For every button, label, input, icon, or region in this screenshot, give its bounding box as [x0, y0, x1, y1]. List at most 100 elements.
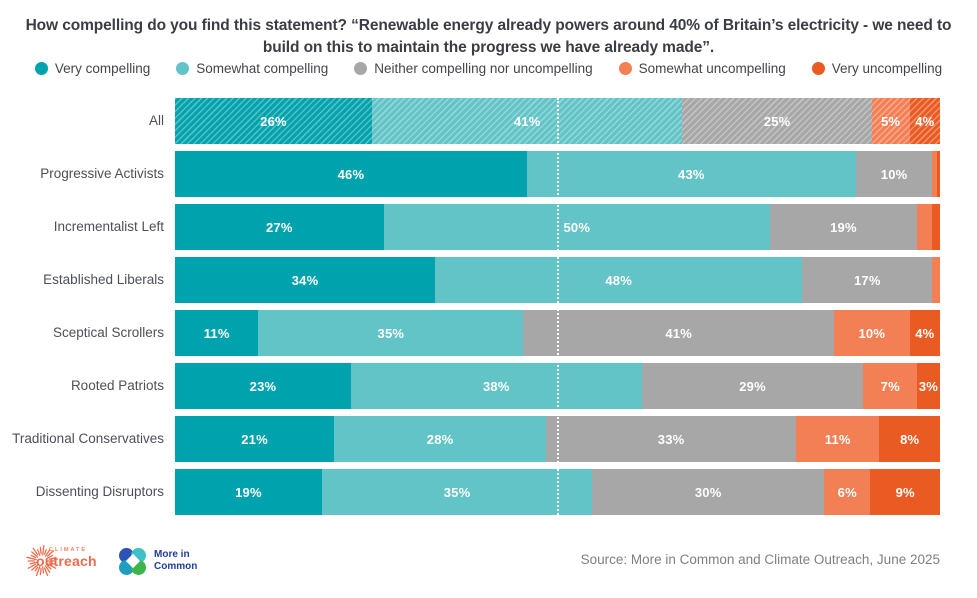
- segment-somewhat-compelling: 41%: [371, 98, 683, 144]
- row-label: All: [148, 112, 164, 128]
- row-label: Established Liberals: [43, 271, 164, 287]
- segment-value-label: 7%: [880, 378, 900, 394]
- segment-very-compelling: 34%: [175, 257, 436, 303]
- segment-somewhat-uncompelling: 11%: [796, 416, 880, 462]
- segment-very-uncompelling: 9%: [870, 469, 940, 515]
- very-compelling-swatch-icon: [34, 62, 48, 75]
- segment-value-label: 8%: [900, 431, 920, 447]
- segment-somewhat-uncompelling: [932, 151, 937, 197]
- segment-value-label: 26%: [260, 113, 287, 129]
- segment-very-compelling: 46%: [175, 151, 527, 197]
- segment-value-label: 38%: [482, 378, 510, 394]
- more-in-common-line2: Common: [154, 561, 198, 572]
- somewhat-compelling-swatch-icon: [176, 62, 190, 75]
- chart-row-dissenting-disruptors: Dissenting Disruptors 19% 35% 30% 6% 9%: [0, 469, 940, 515]
- segment-neither-compelling-nor-uncompelling: 33%: [546, 416, 797, 462]
- segment-value-label: 10%: [880, 166, 908, 182]
- bar-all: 26% 41% 25% 5% 4%: [175, 98, 940, 144]
- segment-value-label: 3%: [918, 378, 939, 394]
- bar-incrementalist-left: 27% 50% 19%: [175, 204, 940, 250]
- neither-compelling-nor-uncompelling-swatch-icon: [354, 62, 368, 75]
- segment-value-label: 35%: [443, 484, 471, 500]
- segment-somewhat-compelling: 35%: [321, 469, 593, 515]
- segment-value-label: 34%: [291, 272, 319, 288]
- segment-very-uncompelling: [932, 204, 940, 250]
- segment-value-label: 48%: [605, 272, 632, 288]
- climate-outreach-main-text: outreach: [36, 553, 97, 569]
- segment-value-label: 19%: [235, 484, 262, 500]
- climate-outreach-sunburst-icon: [26, 545, 57, 577]
- legend: Very compelling Somewhat compelling Neithe…: [0, 61, 977, 76]
- segment-value-label: 11%: [824, 431, 851, 447]
- chart-row-established-liberals: Established Liberals 34% 48% 17%: [0, 257, 940, 303]
- segment-value-label: 41%: [665, 325, 692, 341]
- segment-somewhat-compelling: 50%: [383, 204, 770, 250]
- segment-neither-compelling-nor-uncompelling: 30%: [592, 469, 825, 515]
- legend-item-somewhat-uncompelling: Somewhat uncompelling: [618, 61, 786, 76]
- segment-value-label: 25%: [763, 113, 791, 129]
- bar-sceptical-scrollers: 11% 35% 41% 10% 4%: [175, 310, 940, 356]
- segment-very-compelling: 19%: [175, 469, 322, 515]
- segment-value-label: 30%: [694, 484, 722, 500]
- more-in-common-wordmark: More in Common: [154, 549, 197, 573]
- segment-somewhat-uncompelling: [932, 257, 940, 303]
- more-in-common-logo: More in Common: [119, 547, 197, 575]
- bar-traditional-conservatives: 21% 28% 33% 11% 8%: [175, 416, 940, 462]
- chart-row-all: All 26% 41% 25% 5% 4%: [0, 98, 940, 144]
- segment-very-compelling: 27%: [175, 204, 384, 250]
- legend-item-somewhat-compelling: Somewhat compelling: [176, 61, 328, 76]
- chart-row-sceptical-scrollers: Sceptical Scrollers 11% 35% 41% 10% 4%: [0, 310, 940, 356]
- segment-somewhat-uncompelling: 5%: [871, 98, 910, 144]
- climate-outreach-small-text: CLIMATE: [49, 547, 88, 553]
- segment-value-label: 27%: [266, 219, 293, 235]
- segment-value-label: 5%: [881, 113, 901, 129]
- segment-value-label: 10%: [858, 325, 886, 341]
- segment-very-compelling: 11%: [175, 310, 259, 356]
- segment-very-compelling: 23%: [175, 363, 351, 409]
- segment-somewhat-uncompelling: 7%: [863, 363, 918, 409]
- segment-value-label: 6%: [837, 484, 857, 500]
- bar-rooted-patriots: 23% 38% 29% 7% 3%: [175, 363, 940, 409]
- chart-row-progressive-activists: Progressive Activists 46% 43% 10%: [0, 151, 940, 197]
- segment-value-label: 46%: [337, 166, 365, 182]
- segment-very-uncompelling: 3%: [917, 363, 940, 409]
- legend-label: Neither compelling nor uncompelling: [374, 61, 593, 76]
- chart-row-incrementalist-left: Incrementalist Left 27% 50% 19%: [0, 204, 940, 250]
- climate-outreach-wordmark: CLIMATE outreach: [36, 547, 97, 569]
- segment-somewhat-uncompelling: 10%: [833, 310, 910, 356]
- segment-somewhat-compelling: 48%: [435, 257, 803, 303]
- segment-value-label: 9%: [895, 484, 915, 500]
- legend-label: Very compelling: [54, 61, 151, 76]
- very-uncompelling-swatch-icon: [811, 62, 825, 75]
- segment-neither-compelling-nor-uncompelling: 29%: [641, 363, 864, 409]
- segment-somewhat-compelling: 35%: [258, 310, 524, 356]
- segment-somewhat-uncompelling: 6%: [824, 469, 871, 515]
- segment-value-label: 29%: [739, 378, 766, 394]
- chart-row-traditional-conservatives: Traditional Conservatives 21% 28% 33% 11% 8%: [0, 416, 940, 462]
- segment-value-label: 23%: [249, 378, 277, 394]
- segment-neither-compelling-nor-uncompelling: 17%: [802, 257, 933, 303]
- segment-neither-compelling-nor-uncompelling: 10%: [855, 151, 933, 197]
- segment-value-label: 4%: [915, 113, 935, 129]
- footer-logos: CLIMATE outreach More in Common: [25, 542, 197, 580]
- row-label: Rooted Patriots: [70, 377, 164, 393]
- segment-somewhat-compelling: 28%: [334, 416, 547, 462]
- legend-label: Somewhat uncompelling: [638, 61, 786, 76]
- segment-very-compelling: 21%: [175, 416, 335, 462]
- segment-value-label: 17%: [853, 272, 881, 288]
- somewhat-uncompelling-swatch-icon: [618, 62, 632, 75]
- segment-value-label: 50%: [563, 219, 591, 235]
- legend-item-very-compelling: Very compelling: [34, 61, 151, 76]
- segment-very-uncompelling: [936, 151, 940, 197]
- row-label: Incrementalist Left: [53, 218, 164, 234]
- segment-value-label: 35%: [377, 325, 405, 341]
- segment-very-compelling: 26%: [175, 98, 372, 144]
- segment-very-uncompelling: 8%: [879, 416, 940, 462]
- chart-row-rooted-patriots: Rooted Patriots 23% 38% 29% 7% 3%: [0, 363, 940, 409]
- row-label: Traditional Conservatives: [12, 430, 164, 446]
- chart-title: How compelling do you find this statemen…: [25, 17, 952, 56]
- more-in-common-clover-icon: [119, 547, 146, 575]
- more-in-common-line1: More in: [154, 549, 190, 560]
- legend-item-very-uncompelling: Very uncompelling: [811, 61, 942, 76]
- row-label: Progressive Activists: [40, 165, 164, 181]
